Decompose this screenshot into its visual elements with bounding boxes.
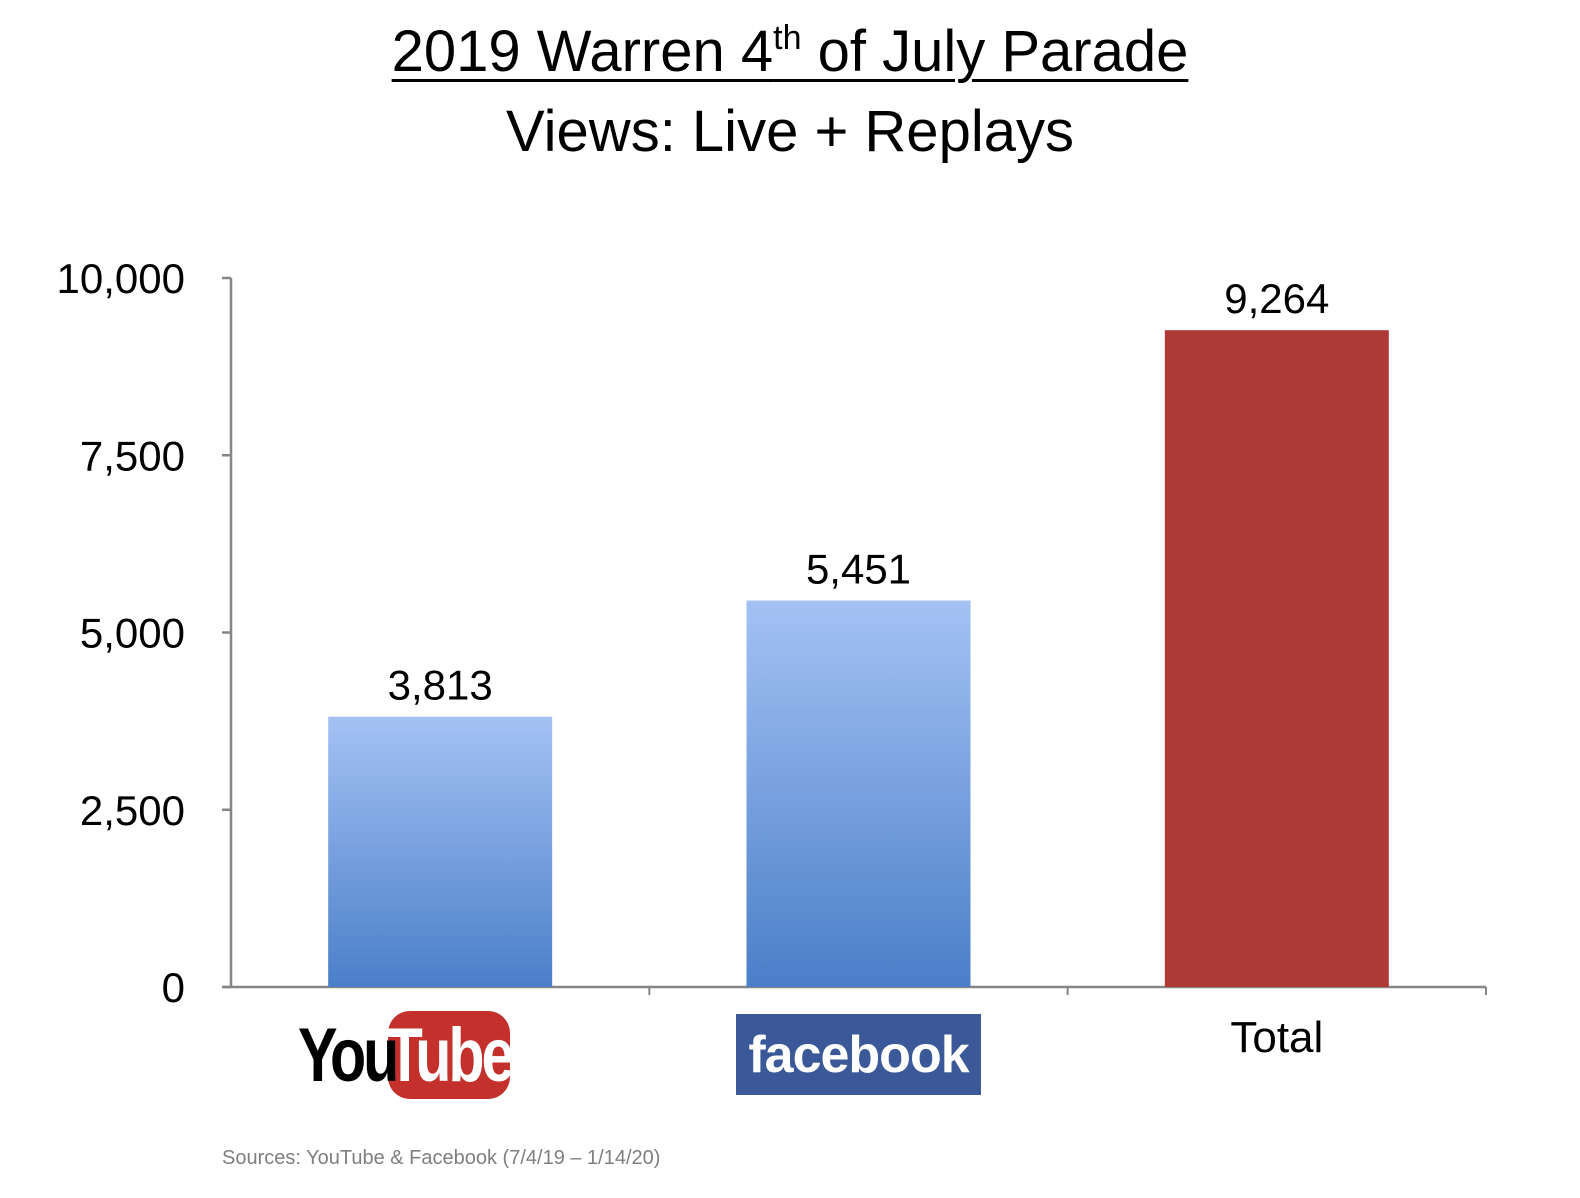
- youtube-logo: You Tube: [298, 1010, 515, 1100]
- chart-title-block: 2019 Warren 4th of July Parade Views: Li…: [0, 12, 1580, 172]
- data-label-youtube: 3,813: [388, 662, 493, 709]
- labels: 0 2,500 5,000 7,500 10,000 3,813 5,451 9,264 Tot…: [57, 255, 1330, 1062]
- bar-youtube: [328, 716, 553, 987]
- x-category-label-total: Total: [1230, 1013, 1323, 1062]
- bars: [328, 330, 1389, 988]
- data-label-total: 9,264: [1224, 275, 1329, 322]
- youtube-logo-tube: Tube: [386, 1012, 515, 1098]
- y-tick-label: 5,000: [80, 610, 185, 657]
- y-tick-label: 2,500: [80, 787, 185, 834]
- data-label-facebook: 5,451: [806, 546, 911, 593]
- source-note: Sources: YouTube & Facebook (7/4/19 – 1/…: [222, 1147, 661, 1169]
- youtube-logo-tube-box: Tube: [386, 1011, 515, 1099]
- chart-title-main: 2019 Warren 4: [391, 19, 774, 84]
- y-tick-label: 0: [162, 964, 185, 1011]
- chart-subtitle: Views: Live + Replays: [506, 99, 1074, 164]
- y-tick-label: 10,000: [57, 255, 185, 302]
- bar-total: [1164, 330, 1389, 988]
- facebook-logo: facebook: [736, 1014, 981, 1095]
- youtube-logo-you: You: [298, 1012, 399, 1098]
- facebook-logo-text: facebook: [748, 1025, 969, 1084]
- chart-title: 2019 Warren 4th of July Parade: [0, 12, 1580, 92]
- chart-title-superscript: th: [773, 19, 802, 57]
- bar-facebook: [746, 600, 971, 987]
- chart-title-rest: of July Parade: [801, 19, 1189, 84]
- y-tick-label: 7,500: [80, 432, 185, 479]
